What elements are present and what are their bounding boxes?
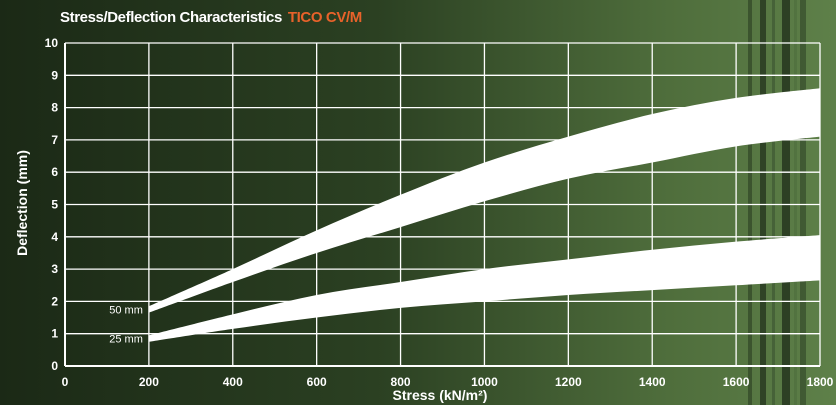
x-tick-label-200: 200	[139, 375, 159, 389]
band-series-1	[148, 235, 820, 342]
y-tick-label-10: 10	[45, 36, 59, 50]
y-tick-label-0: 0	[51, 359, 58, 373]
y-tick-label-7: 7	[51, 133, 58, 147]
x-axis-label: Stress (kN/m²)	[393, 387, 488, 403]
x-tick-label-0: 0	[62, 375, 69, 389]
chart-title: Stress/Deflection Characteristics TICO CV…	[60, 9, 362, 26]
x-tick-label-1000: 1000	[471, 375, 498, 389]
y-tick-label-3: 3	[51, 262, 58, 276]
chart-title-highlight: TICO CV/M	[288, 9, 362, 26]
axes	[64, 43, 820, 367]
series-label-1: 25 mm	[109, 334, 143, 346]
y-axis-label: Deflection (mm)	[14, 150, 30, 256]
y-tick-label-8: 8	[51, 101, 58, 115]
x-tick-labels: 0 200 400 600 800 1000 1200 1400 1600 1800	[62, 375, 834, 389]
y-tick-label-4: 4	[51, 230, 58, 244]
band-series-0	[148, 88, 820, 313]
x-tick-label-1600: 1600	[723, 375, 750, 389]
y-tick-labels: 0 1 2 3 4 5 6 7 8 9 10	[45, 36, 59, 373]
x-tick-label-1800: 1800	[807, 375, 834, 389]
x-tick-label-1200: 1200	[555, 375, 582, 389]
chart-title-main: Stress/Deflection Characteristics	[60, 9, 282, 26]
x-tick-label-600: 600	[307, 375, 327, 389]
x-tick-label-1400: 1400	[639, 375, 666, 389]
y-tick-label-6: 6	[51, 165, 58, 179]
y-tick-label-1: 1	[51, 327, 58, 341]
x-tick-label-400: 400	[223, 375, 243, 389]
x-tick-label-800: 800	[391, 375, 411, 389]
series-label-0: 50 mm	[109, 304, 143, 316]
y-tick-label-5: 5	[51, 198, 58, 212]
y-tick-label-9: 9	[51, 68, 58, 82]
data-bands	[148, 88, 820, 342]
y-tick-label-2: 2	[51, 294, 58, 308]
background-stripes	[748, 0, 806, 405]
series-labels: 50 mm 25 mm	[109, 304, 143, 345]
